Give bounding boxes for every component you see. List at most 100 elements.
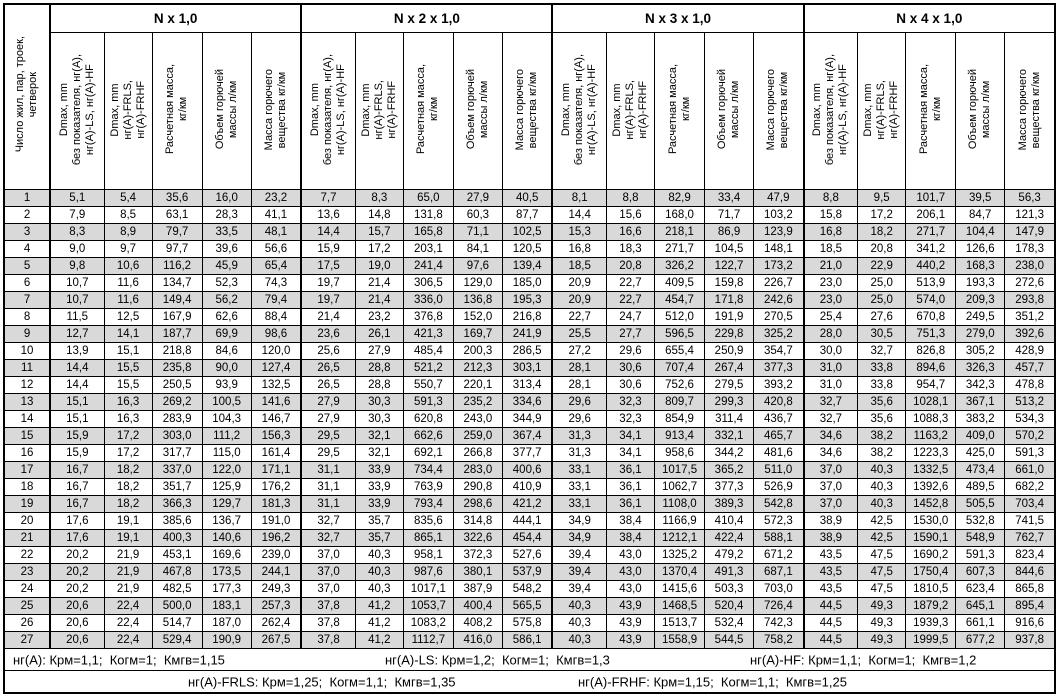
data-cell: 913,4 <box>654 427 706 445</box>
data-cell: 148,1 <box>753 240 805 258</box>
data-cell: 93,9 <box>201 376 252 394</box>
data-cell: 527,6 <box>501 546 553 564</box>
row-number-cell: 9 <box>3 325 51 343</box>
row-number-cell: 15 <box>3 427 51 445</box>
data-cell: 844,6 <box>1004 563 1056 581</box>
data-cell: 176,2 <box>250 478 302 496</box>
data-cell: 645,1 <box>955 597 1006 615</box>
data-cell: 454,4 <box>501 529 553 547</box>
column-header-label: Расчетная масса, кг/км <box>917 64 943 155</box>
data-cell: 87,7 <box>501 206 553 224</box>
data-cell: 421,2 <box>501 495 553 513</box>
data-cell: 43,5 <box>802 546 859 564</box>
table-row: 6 10,7 11,6 134,7 52,3 74,3 19,7 21,4 306,5 129,0… <box>3 274 1056 292</box>
data-cell: 17,2 <box>103 444 153 462</box>
footnote-row-2: нг(А)-FRLS: Крм=1,25; Когм=1,1; Кмгв=1,3… <box>3 670 1056 694</box>
data-cell: 169,7 <box>452 325 503 343</box>
data-cell: 298,6 <box>452 495 503 513</box>
column-header-label: Dmax, mm без показателя, нг(А), нг(А)-LS… <box>811 53 850 166</box>
table-row: 7 10,7 11,6 149,4 56,2 79,4 19,7 21,4 336,0 136,8… <box>3 291 1056 309</box>
data-cell: 9,5 <box>857 189 907 207</box>
data-cell: 279,0 <box>955 325 1006 343</box>
data-cell: 28,1 <box>551 359 607 377</box>
data-cell: 33,1 <box>551 495 607 513</box>
data-cell: 8,8 <box>802 189 859 207</box>
row-number-cell: 12 <box>3 376 51 394</box>
column-header-g4-c5: Масса горючего вещества кг/км <box>1004 32 1056 190</box>
cable-spec-table: Число жил, пар, троек, четверок N x 1,0 … <box>3 3 1056 694</box>
data-cell: 306,5 <box>402 274 454 292</box>
data-cell: 52,3 <box>201 274 252 292</box>
data-cell: 33,1 <box>551 478 607 496</box>
data-cell: 266,8 <box>452 444 503 462</box>
data-cell: 37,0 <box>300 563 356 581</box>
data-cell: 120,0 <box>250 342 302 360</box>
data-cell: 485,4 <box>402 342 454 360</box>
data-cell: 40,3 <box>857 461 907 479</box>
data-cell: 342,3 <box>955 376 1006 394</box>
table-row: 4 9,0 9,7 97,7 39,6 56,6 15,9 17,2 203,1 84,1 120,… <box>3 240 1056 258</box>
data-cell: 44,5 <box>802 614 859 632</box>
row-number-cell: 17 <box>3 461 51 479</box>
data-cell: 31,0 <box>802 359 859 377</box>
data-cell: 27,2 <box>551 342 607 360</box>
footnote-ng-a: нг(А): Крм=1,1; Когм=1; Кмгв=1,15 <box>13 652 225 667</box>
data-cell: 132,5 <box>250 376 302 394</box>
data-cell: 241,4 <box>402 257 454 275</box>
data-cell: 235,2 <box>452 393 503 411</box>
data-cell: 17,2 <box>354 240 404 258</box>
data-cell: 27,6 <box>857 308 907 326</box>
data-cell: 591,3 <box>1004 444 1056 462</box>
data-cell: 865,1 <box>402 529 454 547</box>
footnote-ng-a-frls: нг(А)-FRLS: Крм=1,25; Когм=1,1; Кмгв=1,3… <box>188 674 456 689</box>
data-cell: 400,4 <box>452 597 503 615</box>
table-row: 5 9,8 10,6 116,2 45,9 65,4 17,5 19,0 241,4 97,6 13… <box>3 257 1056 275</box>
data-cell: 607,3 <box>955 563 1006 581</box>
data-cell: 47,5 <box>857 580 907 598</box>
row-number-cell: 1 <box>3 189 51 207</box>
data-cell: 11,6 <box>103 274 153 292</box>
data-cell: 38,2 <box>857 427 907 445</box>
data-cell: 35,7 <box>354 529 404 547</box>
data-cell: 15,6 <box>605 206 656 224</box>
data-cell: 16,6 <box>605 223 656 241</box>
table-row: 27 20,6 22,4 529,4 190,9 267,5 37,8 41,2 1112,7 4… <box>3 631 1056 649</box>
data-cell: 591,3 <box>402 393 454 411</box>
data-cell: 41,2 <box>354 597 404 615</box>
data-cell: 491,3 <box>704 563 755 581</box>
data-cell: 303,0 <box>151 427 203 445</box>
data-cell: 532,4 <box>704 614 755 632</box>
data-cell: 30,3 <box>354 393 404 411</box>
data-cell: 37,0 <box>802 461 859 479</box>
data-cell: 271,7 <box>654 240 706 258</box>
data-cell: 65,4 <box>250 257 302 275</box>
data-cell: 33,9 <box>354 461 404 479</box>
data-cell: 20,2 <box>49 563 105 581</box>
data-cell: 958,1 <box>402 546 454 564</box>
data-cell: 293,8 <box>1004 291 1056 309</box>
row-number-cell: 21 <box>3 529 51 547</box>
data-cell: 37,0 <box>802 495 859 513</box>
data-cell: 27,9 <box>452 189 503 207</box>
data-cell: 489,5 <box>955 478 1006 496</box>
table-row: 15 15,9 17,2 303,0 111,2 156,3 29,5 32,1 662,6 25… <box>3 427 1056 445</box>
row-number-cell: 25 <box>3 597 51 615</box>
data-cell: 17,2 <box>103 427 153 445</box>
data-cell: 32,7 <box>300 529 356 547</box>
column-header-label: Масса горючего вещества кг/км <box>765 68 791 151</box>
data-cell: 11,5 <box>49 308 105 326</box>
data-cell: 40,3 <box>857 495 907 513</box>
data-cell: 15,5 <box>103 376 153 394</box>
data-cell: 588,1 <box>753 529 805 547</box>
data-cell: 104,5 <box>704 240 755 258</box>
data-cell: 703,4 <box>1004 495 1056 513</box>
data-cell: 15,9 <box>49 427 105 445</box>
column-header-g1-c5: Масса горючего вещества кг/км <box>250 32 302 190</box>
data-cell: 1212,1 <box>654 529 706 547</box>
data-cell: 305,2 <box>955 342 1006 360</box>
data-cell: 33,5 <box>201 223 252 241</box>
data-cell: 41,2 <box>354 631 404 649</box>
data-cell: 10,6 <box>103 257 153 275</box>
column-header-g3-c2: Dmax, mm нг(А)-FRLS, нг(А)-FRHF <box>605 32 656 190</box>
data-cell: 34,6 <box>802 444 859 462</box>
